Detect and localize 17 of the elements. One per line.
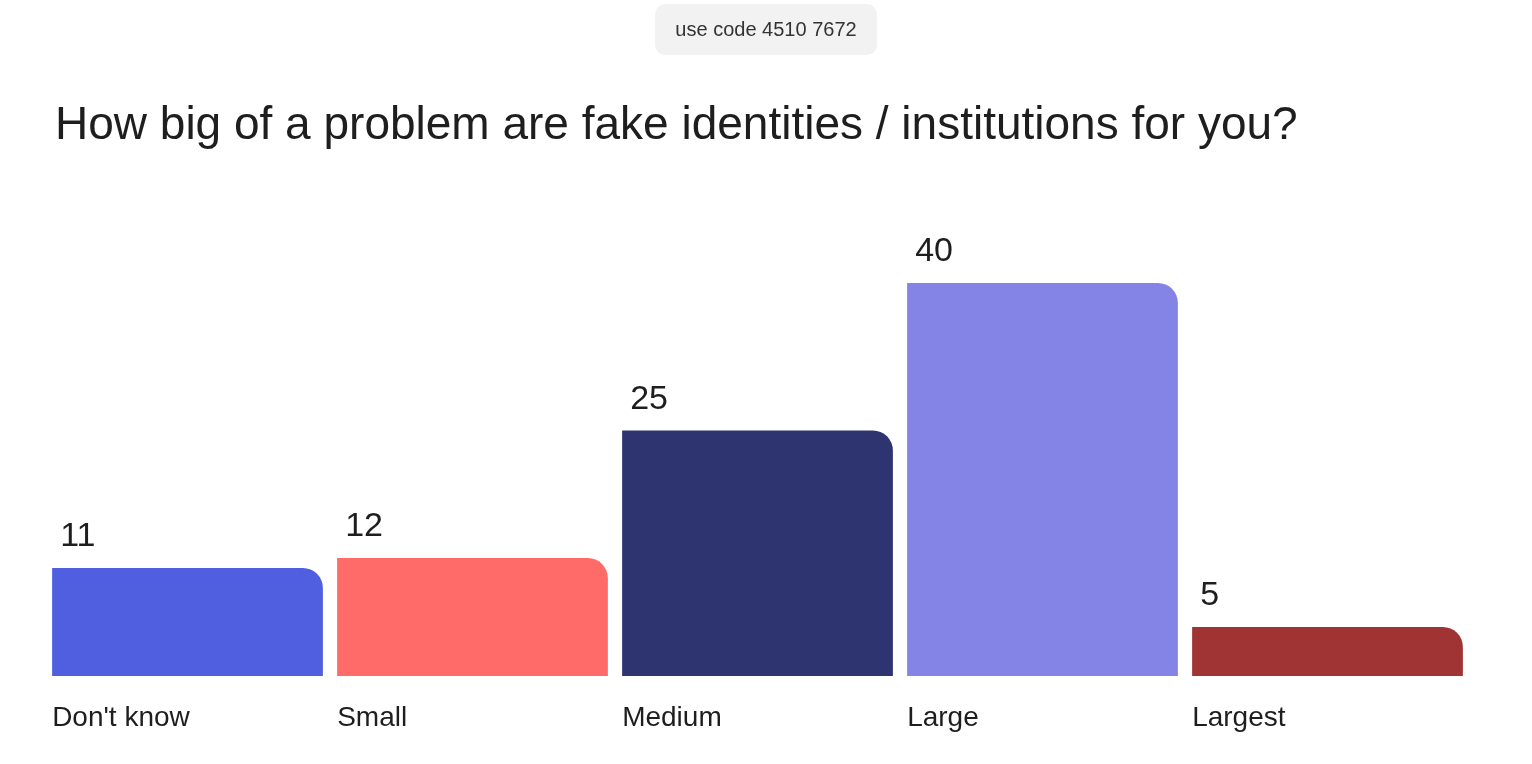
data-label: 5 bbox=[1200, 574, 1220, 613]
bar bbox=[337, 558, 608, 676]
bar bbox=[907, 283, 1178, 676]
bar bbox=[622, 430, 893, 676]
data-label: 11 bbox=[60, 515, 96, 554]
data-label: 40 bbox=[915, 230, 953, 269]
bar bbox=[52, 567, 323, 676]
data-label: 12 bbox=[345, 505, 383, 544]
x-tick-label: Largest bbox=[1192, 700, 1286, 732]
x-tick-label: Large bbox=[907, 700, 979, 732]
chart-title: How big of a problem are fake identities / institutions for you? bbox=[55, 96, 1298, 150]
text: use code 4510 7672 bbox=[655, 4, 877, 55]
x-tick-label: Don't know bbox=[52, 700, 191, 732]
bar bbox=[1192, 626, 1463, 676]
x-tick-label: Small bbox=[337, 700, 408, 732]
data-label: 25 bbox=[630, 377, 668, 416]
x-tick-label: Medium bbox=[622, 700, 722, 732]
